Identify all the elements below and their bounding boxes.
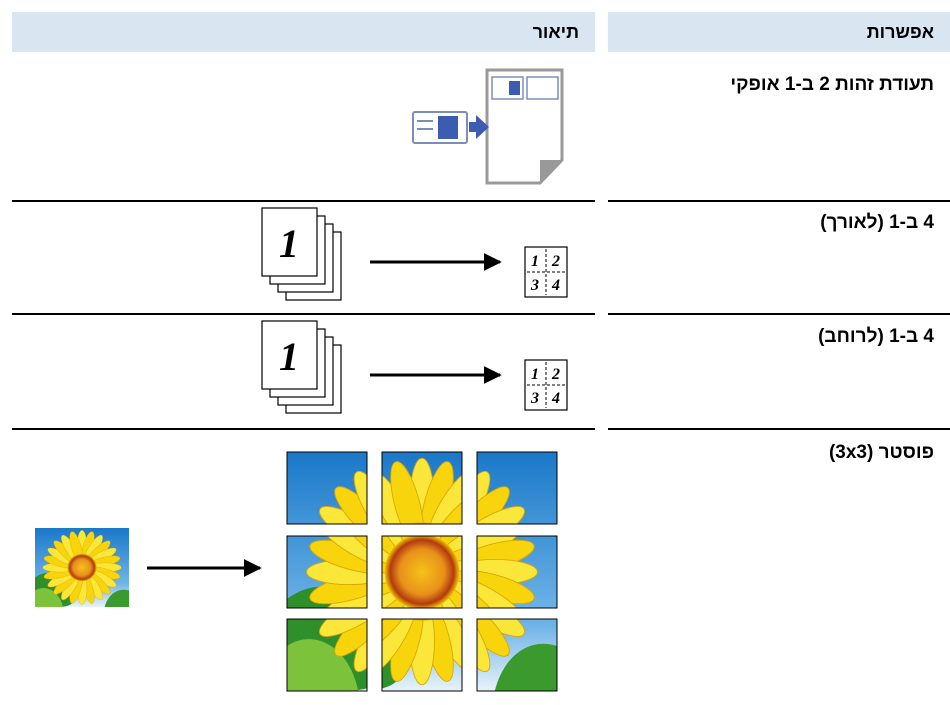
grid-number: 2 — [551, 253, 560, 270]
row-divider — [608, 428, 950, 430]
source-photo — [35, 528, 129, 607]
row-divider — [608, 313, 950, 315]
row-divider — [12, 428, 595, 430]
tile-border — [476, 535, 558, 609]
header-description: תיאור — [12, 12, 595, 52]
option-text: 4 ב-1 (לרוחב) — [818, 326, 934, 347]
tile-border — [286, 451, 368, 525]
tile-border — [476, 451, 558, 525]
page — [261, 207, 318, 277]
grid-number: 3 — [530, 390, 539, 407]
poster-icon — [35, 451, 558, 692]
grid-number: 4 — [551, 390, 560, 407]
header-option: אפשרות — [608, 12, 950, 52]
four-in-one-icon: 1 1 23 4 — [261, 320, 568, 414]
id-card-icon — [412, 68, 564, 185]
row-divider — [12, 200, 595, 202]
row-divider — [12, 313, 595, 315]
tile-border — [381, 535, 463, 609]
page — [261, 320, 318, 390]
option-text: 4 ב-1 (לאורך) — [820, 212, 934, 233]
page-number: 1 — [279, 334, 299, 379]
grid-number: 3 — [530, 277, 539, 294]
tile-border — [286, 618, 368, 692]
grid-number: 1 — [531, 253, 539, 270]
grid-number: 4 — [551, 277, 560, 294]
tile-border — [476, 618, 558, 692]
tile-border — [286, 535, 368, 609]
tile-border — [381, 618, 463, 692]
tile-border — [381, 451, 463, 525]
grid-number: 1 — [531, 366, 539, 383]
option-text: פוסטר (3x3) — [828, 442, 934, 463]
row-divider — [608, 200, 950, 202]
page-number: 1 — [279, 221, 299, 266]
four-in-one-icon: 1 1 23 4 — [261, 207, 568, 301]
grid-number: 2 — [551, 366, 560, 383]
option-text: תעודת זהות 2 ב-1 אופקי — [730, 74, 934, 95]
